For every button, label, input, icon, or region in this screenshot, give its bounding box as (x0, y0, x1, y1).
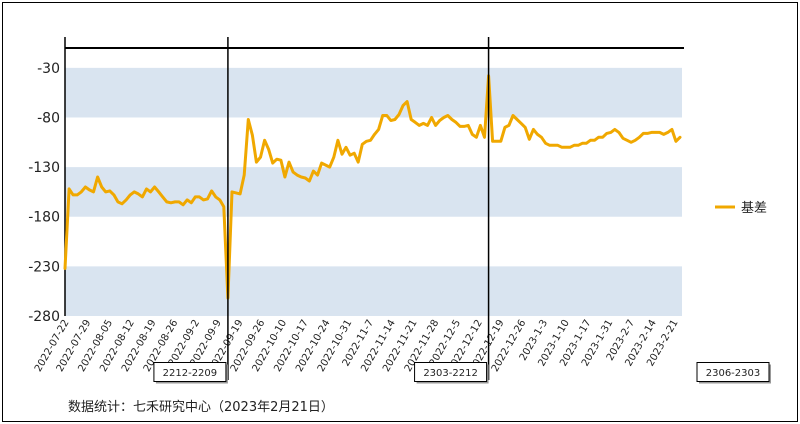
contract-label: 2212-2209 (163, 368, 218, 379)
x-tick-labels: 2022-07-222022-07-292022-08-052022-08-12… (33, 318, 681, 374)
contract-label: 2303-2212 (423, 368, 478, 379)
series-line-0 (63, 74, 682, 300)
y-tick-label: -30 (37, 61, 60, 77)
y-tick-label: -230 (28, 259, 60, 275)
legend: 基差 (715, 201, 767, 216)
contract-markers: 2212-2209 2303-2212 2306-2303 (153, 37, 771, 384)
contract-label-box (414, 362, 488, 382)
source-note: 数据统计：七禾研究中心（2023年2月21日） (68, 400, 334, 415)
band-0 (65, 67, 682, 118)
band-1 (65, 167, 682, 217)
background-bands (65, 67, 682, 316)
contract-label: 2306-2303 (706, 368, 761, 379)
y-tick-label: -130 (28, 160, 60, 176)
y-tick-label: -280 (28, 309, 60, 325)
legend-label: 基差 (741, 201, 767, 216)
series-lines (63, 74, 682, 300)
y-tick-labels: -30 -80 -130 -180 -230 -280 (28, 61, 60, 325)
contract-label-box (153, 362, 227, 382)
y-tick-label: -180 (28, 210, 60, 226)
band-2 (65, 266, 682, 316)
y-tick-label: -80 (37, 110, 60, 126)
contract-label-box (696, 362, 770, 382)
